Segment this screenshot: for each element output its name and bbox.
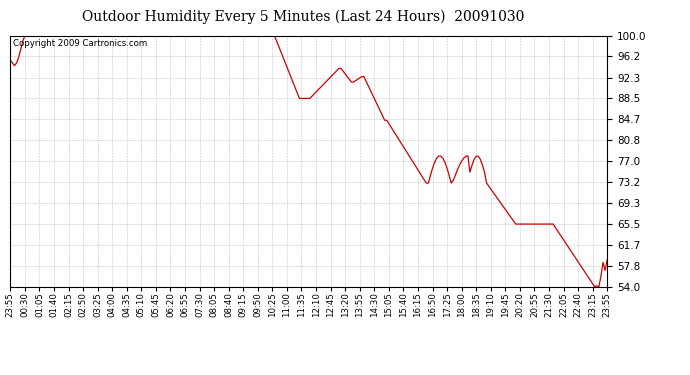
Text: Copyright 2009 Cartronics.com: Copyright 2009 Cartronics.com xyxy=(13,39,148,48)
Text: Outdoor Humidity Every 5 Minutes (Last 24 Hours)  20091030: Outdoor Humidity Every 5 Minutes (Last 2… xyxy=(82,9,525,24)
